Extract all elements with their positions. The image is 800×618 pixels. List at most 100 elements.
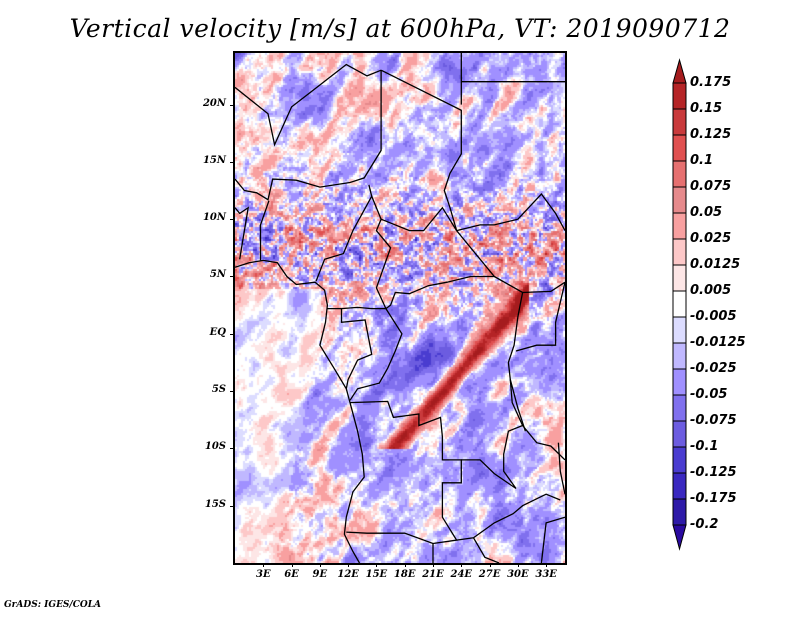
map-plot-area (235, 53, 565, 563)
lat-tick-label: 5S (211, 384, 226, 396)
colorbar-swatch (672, 316, 687, 344)
lat-tick-mark (230, 333, 234, 335)
lat-tick-label: 10S (204, 441, 226, 453)
border-line (456, 192, 565, 232)
lat-tick-mark (230, 391, 234, 393)
lon-tick-mark (404, 563, 406, 567)
border-line (259, 200, 270, 261)
lon-tick-label: 15E (365, 569, 388, 580)
lat-tick-mark (230, 104, 234, 106)
colorbar-swatch (672, 446, 687, 474)
lon-tick-label: 27E (478, 569, 501, 580)
border-line (340, 308, 373, 389)
border-line (380, 69, 462, 231)
chart-title: Vertical velocity [m/s] at 600hPa, VT: 2… (69, 14, 731, 43)
border-line (235, 70, 382, 201)
lat-tick-label: 10N (202, 212, 226, 224)
lon-tick-label: 3E (255, 569, 271, 580)
lat-tick-mark (230, 276, 234, 278)
lat-tick-mark (230, 219, 234, 221)
colorbar-label: 0.005 (690, 283, 732, 298)
lon-tick-mark (489, 563, 491, 567)
border-line (235, 63, 382, 147)
lon-tick-mark (291, 563, 293, 567)
grads-credit: GrADS: IGES/COLA (4, 600, 102, 610)
lon-tick-mark (348, 563, 350, 567)
border-line (515, 282, 565, 352)
lon-tick-label: 21E (422, 569, 444, 580)
lat-tick-label: 20N (202, 97, 226, 109)
colorbar-label: -0.05 (690, 387, 728, 402)
colorbar-extend-arrow-bottom (672, 524, 687, 551)
colorbar-swatch (672, 264, 687, 292)
lat-tick-mark (230, 505, 234, 507)
border-line (380, 206, 496, 310)
colorbar-extend-arrow-top (672, 58, 687, 84)
colorbar-label: 0.05 (690, 205, 723, 220)
lon-tick-label: 6E (284, 569, 299, 580)
border-line (472, 537, 500, 563)
colorbar-swatch (672, 160, 687, 188)
lat-tick-label: EQ (209, 326, 226, 338)
lon-tick-mark (263, 563, 265, 567)
border-line (493, 275, 565, 294)
colorbar-swatch (672, 186, 687, 214)
colorbar-swatch (672, 134, 687, 162)
lat-tick-mark (230, 448, 234, 450)
lon-tick-label: 9E (312, 569, 328, 580)
lon-tick-label: 24E (450, 569, 473, 580)
colorbar-label: 0.1 (690, 153, 714, 168)
colorbar-label: 0.025 (690, 231, 732, 246)
colorbar-swatch (672, 212, 687, 240)
lon-tick-label: 18E (393, 569, 416, 580)
lon-tick-mark (546, 563, 548, 567)
colorbar-swatch (672, 420, 687, 448)
border-line (509, 379, 527, 432)
colorbar-swatch (672, 108, 687, 136)
colorbar-label: -0.2 (690, 517, 719, 532)
colorbar-label: -0.175 (690, 491, 737, 506)
colorbar-swatch (672, 238, 687, 266)
lon-tick-mark (433, 563, 434, 567)
colorbar-label: -0.1 (690, 439, 719, 454)
colorbar-swatch (672, 290, 687, 318)
country-borders (235, 53, 565, 563)
colorbar-label: -0.025 (690, 361, 737, 376)
lat-tick-mark (230, 161, 234, 163)
colorbar-label: 0.075 (690, 179, 732, 194)
lon-tick-mark (376, 563, 378, 567)
border-line (557, 442, 565, 495)
lon-tick-label: 30E (507, 569, 529, 580)
border-line (461, 292, 524, 490)
lon-tick-mark (461, 563, 463, 567)
border-line (349, 308, 403, 401)
colorbar-swatch (672, 472, 687, 500)
colorbar (672, 58, 687, 551)
lat-tick-label: 15N (202, 154, 226, 166)
colorbar-swatch (672, 498, 687, 526)
lon-tick-label: 33E (535, 569, 557, 580)
lat-tick-label: 15S (204, 498, 226, 510)
border-line (522, 425, 565, 461)
colorbar-swatch (672, 368, 687, 396)
colorbar-label: 0.175 (690, 75, 732, 90)
border-line (540, 516, 565, 563)
colorbar-label: 0.125 (690, 127, 732, 142)
border-line (346, 400, 462, 545)
lon-tick-mark (319, 563, 321, 567)
colorbar-swatch (672, 394, 687, 422)
vertical-velocity-field (235, 53, 565, 563)
border-line (235, 206, 250, 260)
colorbar-label: -0.0125 (690, 335, 746, 350)
border-line (235, 259, 365, 563)
colorbar-swatch (672, 342, 687, 370)
border-line (315, 184, 373, 282)
lon-tick-label: 12E (337, 569, 359, 580)
colorbar-label: 0.15 (690, 101, 723, 116)
colorbar-label: -0.075 (690, 413, 737, 428)
border-line (327, 196, 392, 310)
colorbar-label: -0.005 (690, 309, 737, 324)
colorbar-label: 0.0125 (690, 257, 741, 272)
lat-tick-label: 5N (209, 269, 226, 281)
colorbar-label: -0.125 (690, 465, 737, 480)
